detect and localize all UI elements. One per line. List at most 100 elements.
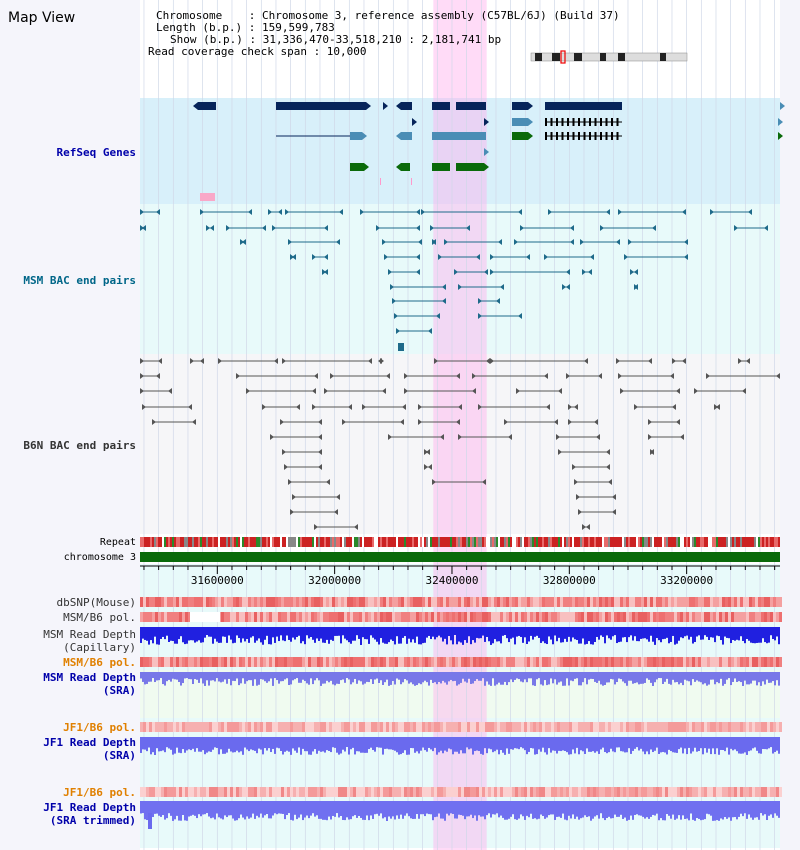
- b6n-bac-end: [584, 358, 588, 364]
- read-depth-bar: [490, 672, 492, 686]
- polymorphism-cell: [146, 722, 149, 732]
- polymorphism-cell: [440, 722, 443, 732]
- show-info: Show (b.p.) : 31,336,470-33,518,210 : 2,…: [170, 33, 502, 46]
- read-depth-bar: [772, 672, 774, 682]
- read-depth-bar: [392, 672, 394, 682]
- polymorphism-cell: [356, 597, 359, 607]
- refseq-gene: [276, 102, 366, 110]
- polymorphism-cell: [731, 787, 734, 797]
- read-depth-bar: [386, 627, 388, 644]
- polymorphism-cell: [257, 722, 260, 732]
- read-depth-bar: [586, 627, 588, 644]
- read-depth-bar: [582, 672, 584, 683]
- read-depth-bar: [466, 737, 468, 748]
- msm-bac-end: [764, 225, 768, 231]
- read-depth-bar: [696, 737, 698, 752]
- read-depth-bar: [378, 672, 380, 683]
- read-depth-bar: [718, 737, 720, 755]
- read-depth-bar: [634, 801, 636, 816]
- polymorphism-cell: [296, 597, 299, 607]
- polymorphism-cell: [326, 657, 329, 667]
- read-depth-bar: [378, 737, 380, 748]
- polymorphism-cell: [632, 597, 635, 607]
- polymorphism-cell: [656, 787, 659, 797]
- repeat-element: [234, 537, 236, 547]
- track-label-msm-bac[interactable]: MSM BAC end pairs: [23, 274, 136, 287]
- read-depth-bar: [594, 672, 596, 682]
- read-depth-bar: [206, 801, 208, 814]
- repeat-element: [646, 537, 648, 547]
- polymorphism-cell: [689, 787, 692, 797]
- polymorphism-cell: [197, 787, 200, 797]
- read-depth-bar: [384, 627, 386, 644]
- read-depth-bar: [232, 627, 234, 644]
- read-depth-bar: [388, 672, 390, 686]
- read-depth-bar: [312, 737, 314, 752]
- read-depth-bar: [276, 627, 278, 637]
- polymorphism-cell: [473, 612, 476, 622]
- read-depth-bar: [178, 737, 180, 753]
- read-depth-bar: [354, 801, 356, 816]
- repeat-element: [696, 537, 698, 547]
- polymorphism-cell: [662, 787, 665, 797]
- polymorphism-cell: [188, 722, 191, 732]
- jf1-depth-trimmed-line1: JF1 Read Depth: [43, 801, 136, 814]
- repeat-element: [204, 537, 206, 547]
- polymorphism-cell: [569, 612, 572, 622]
- read-depth-bar: [452, 801, 454, 814]
- read-depth-bar: [598, 672, 600, 681]
- polymorphism-cell: [359, 787, 362, 797]
- strand-arrow: [484, 163, 489, 171]
- b6n-bac-end: [158, 358, 162, 364]
- polymorphism-cell: [467, 612, 470, 622]
- polymorphism-cell: [449, 612, 452, 622]
- read-depth-bar: [456, 737, 458, 752]
- read-depth-bar: [224, 737, 226, 754]
- read-depth-bar: [756, 801, 758, 818]
- polymorphism-cell: [275, 722, 278, 732]
- polymorphism-cell: [302, 787, 305, 797]
- read-depth-bar: [560, 737, 562, 752]
- read-depth-bar: [408, 672, 410, 684]
- read-depth-bar: [404, 672, 406, 680]
- msm-bac-end: [466, 225, 470, 231]
- read-depth-bar: [544, 627, 546, 644]
- polymorphism-cell: [767, 657, 770, 667]
- read-depth-bar: [654, 627, 656, 645]
- polymorphism-cell: [560, 722, 563, 732]
- read-depth-bar: [744, 672, 746, 681]
- polymorphism-cell: [239, 597, 242, 607]
- read-depth-bar: [168, 801, 170, 814]
- polymorphism-cell: [239, 722, 242, 732]
- read-depth-bar: [214, 627, 216, 639]
- polymorphism-cell: [530, 657, 533, 667]
- polymorphism-cell: [194, 787, 197, 797]
- read-depth-bar: [588, 737, 590, 752]
- read-depth-bar: [624, 737, 626, 753]
- read-depth-bar: [668, 627, 670, 644]
- repeat-element: [154, 537, 156, 547]
- read-depth-bar: [428, 801, 430, 815]
- read-depth-bar: [348, 672, 350, 680]
- read-depth-bar: [734, 672, 736, 679]
- track-label-b6n-bac[interactable]: B6N BAC end pairs: [23, 439, 136, 452]
- read-depth-bar: [194, 672, 196, 680]
- read-depth-bar: [504, 627, 506, 636]
- read-depth-bar: [732, 672, 734, 682]
- repeat-element: [334, 537, 336, 547]
- track-label-refseq[interactable]: RefSeq Genes: [56, 146, 136, 159]
- read-depth-bar: [564, 737, 566, 751]
- read-depth-bar: [760, 737, 762, 754]
- read-depth-bar: [488, 672, 490, 685]
- read-depth-bar: [168, 627, 170, 642]
- read-depth-bar: [644, 627, 646, 639]
- polymorphism-cell: [692, 597, 695, 607]
- polymorphism-cell: [737, 722, 740, 732]
- read-depth-bar: [774, 737, 776, 753]
- read-depth-bar: [716, 627, 718, 636]
- repeat-element: [776, 537, 778, 547]
- read-depth-bar: [226, 801, 228, 818]
- read-depth-bar: [230, 627, 232, 640]
- polymorphism-cell: [689, 657, 692, 667]
